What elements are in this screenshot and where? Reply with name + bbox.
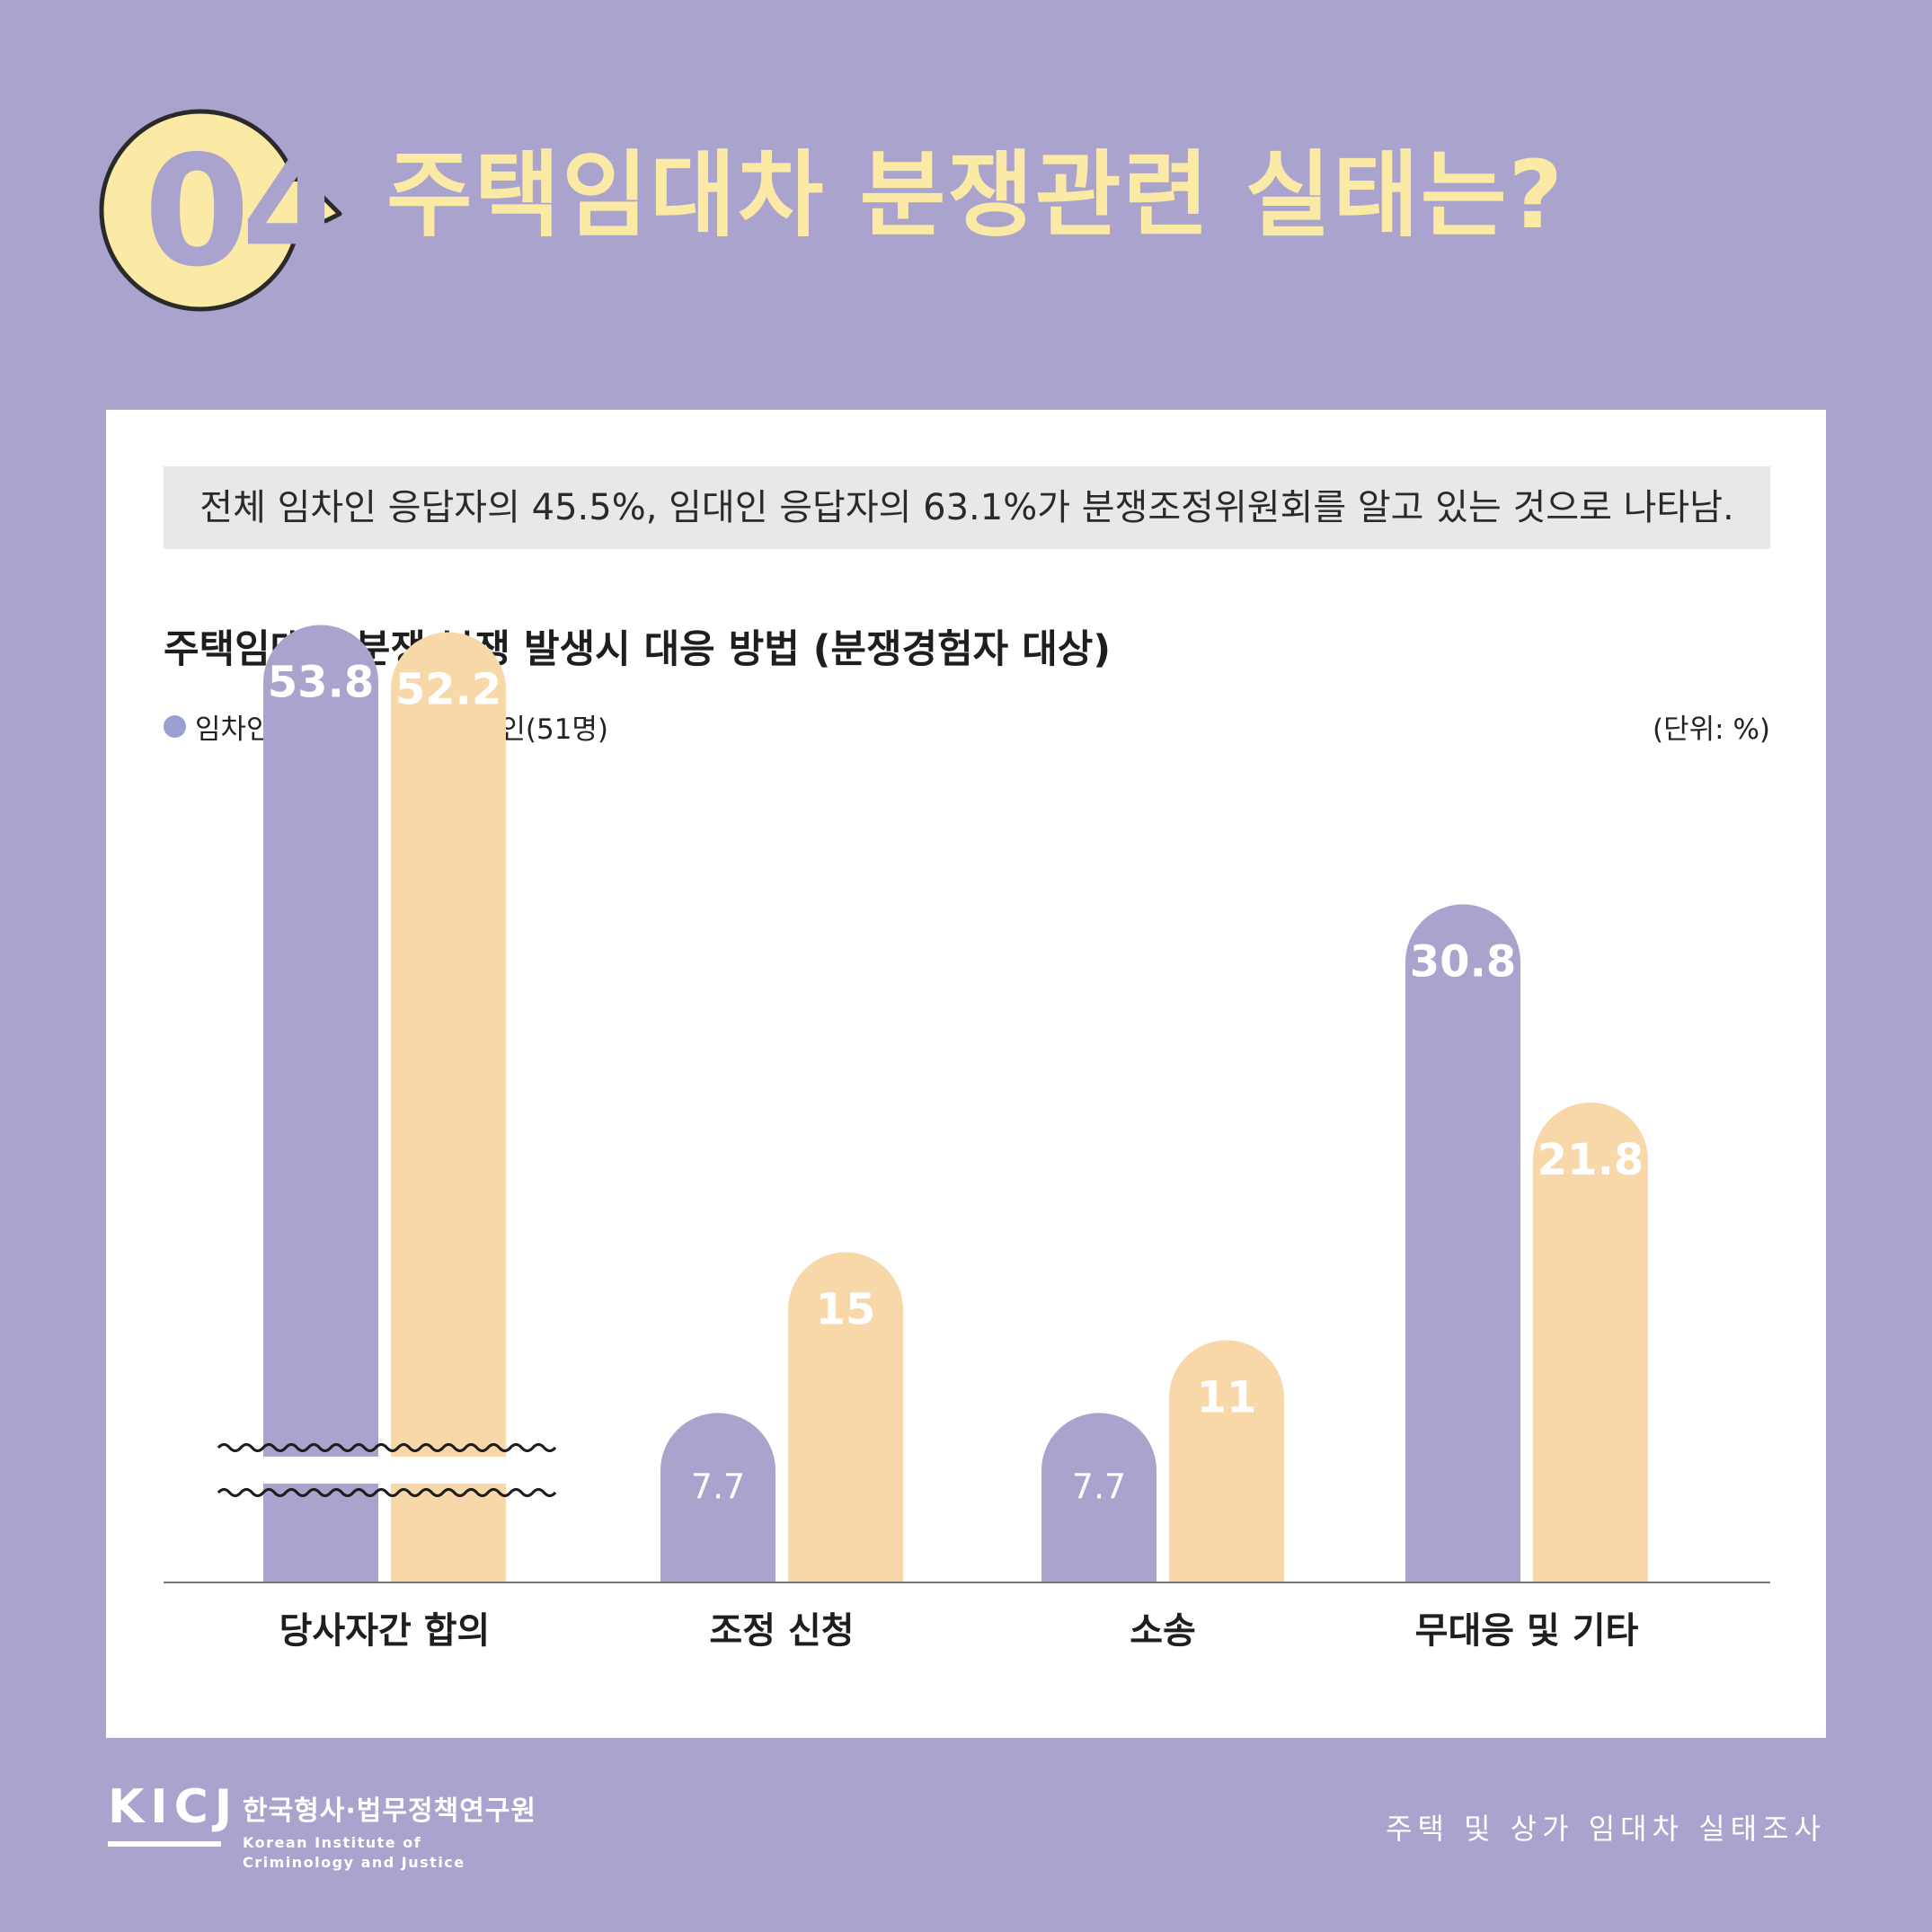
category-label-1: 조정 신청 bbox=[709, 1610, 854, 1652]
data-label-landlord-0: 52.2 bbox=[395, 665, 501, 715]
bar-tenant-0 bbox=[263, 625, 378, 1582]
survey-name: 주택 및 상가 임대차 실태조사 bbox=[1386, 1812, 1826, 1846]
data-label-landlord-1: 15 bbox=[816, 1285, 876, 1335]
legend-dot-tenant bbox=[164, 715, 186, 738]
unit-label: (단위: %) bbox=[1653, 713, 1770, 746]
category-label-0: 당사자간 합의 bbox=[279, 1610, 491, 1652]
logo-underline bbox=[108, 1841, 221, 1847]
category-label-2: 소송 bbox=[1130, 1610, 1196, 1652]
data-label-tenant-1: 7.7 bbox=[691, 1467, 745, 1506]
header: 04 주택임대차 분쟁관련 실태는? bbox=[0, 0, 1932, 377]
org-name-english-line1: Korean Institute of bbox=[243, 1834, 422, 1851]
axis-break-line-1 bbox=[217, 1488, 557, 1497]
summary-text: 전체 임차인 응답자의 45.5%, 임대인 응답자의 63.1%가 분쟁조정위… bbox=[164, 466, 1770, 549]
bar-tenant-3 bbox=[1405, 904, 1520, 1582]
organization-name: 한국형사·법무정책연구원 Korean Institute of Crimino… bbox=[243, 1788, 536, 1873]
bar-chart: 53.8 52.2 당사자간 합의 7.7 15 조정 신청 7.7 11 소송 30.8 21.8… bbox=[164, 625, 1770, 1652]
axis-break-band bbox=[263, 1457, 558, 1484]
speech-bubble-badge: 04 bbox=[99, 109, 350, 312]
data-label-tenant-0: 53.8 bbox=[268, 658, 374, 708]
bar-landlord-0 bbox=[391, 632, 506, 1582]
axis-break-line-0 bbox=[217, 1443, 557, 1452]
data-label-tenant-3: 30.8 bbox=[1410, 936, 1516, 987]
data-label-landlord-2: 11 bbox=[1197, 1373, 1257, 1423]
org-name-korean: 한국형사·법무정책연구원 bbox=[243, 1795, 536, 1827]
bar-landlord-3 bbox=[1533, 1102, 1648, 1582]
section-number: 04 bbox=[144, 123, 341, 301]
category-label-3: 무대응 및 기타 bbox=[1415, 1610, 1639, 1652]
bar-landlord-2 bbox=[1169, 1340, 1284, 1582]
bar-landlord-1 bbox=[788, 1252, 903, 1582]
chart-card: 전체 임차인 응답자의 45.5%, 임대인 응답자의 63.1%가 분쟁조정위… bbox=[106, 410, 1826, 1738]
data-label-tenant-2: 7.7 bbox=[1072, 1467, 1126, 1506]
bar-tenant-1 bbox=[660, 1413, 775, 1582]
org-name-english: Korean Institute of Criminology and Just… bbox=[243, 1833, 536, 1873]
data-label-landlord-3: 21.8 bbox=[1538, 1135, 1644, 1185]
logo-text: KICJ bbox=[108, 1780, 239, 1834]
org-name-english-line2: Criminology and Justice bbox=[243, 1854, 465, 1871]
kicj-logo: KICJ bbox=[108, 1784, 238, 1847]
bar-tenant-2 bbox=[1041, 1413, 1157, 1582]
page-title: 주택임대차 분쟁관련 실태는? bbox=[386, 140, 1564, 250]
